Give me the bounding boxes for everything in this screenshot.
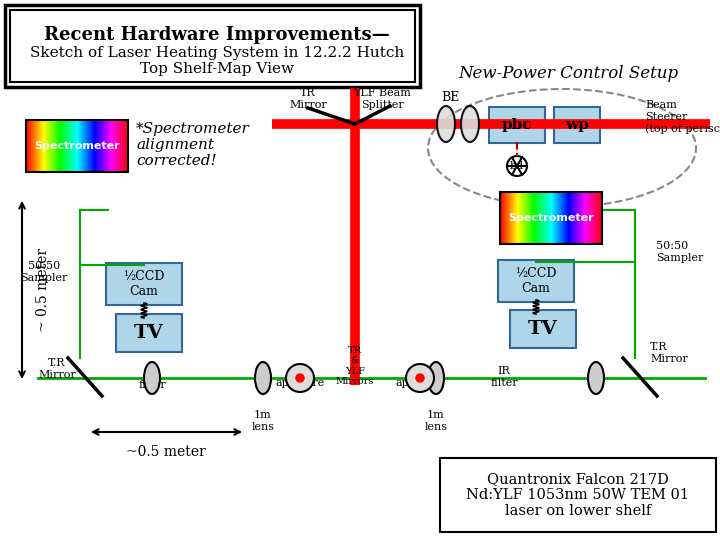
Text: New-Power Control Setup: New-Power Control Setup [458,65,678,82]
Ellipse shape [588,362,604,394]
FancyBboxPatch shape [106,263,182,305]
Text: Quantronix Falcon 217D
Nd:YLF 1053nm 50W TEM 01
laser on lower shelf: Quantronix Falcon 217D Nd:YLF 1053nm 50W… [467,472,690,518]
Text: iris
aperture: iris aperture [395,366,445,388]
Ellipse shape [144,362,160,394]
Circle shape [406,364,434,392]
Text: ~0.5 meter: ~0.5 meter [126,445,206,459]
Ellipse shape [255,362,271,394]
Text: T.R
Mirror: T.R Mirror [38,358,76,380]
Ellipse shape [428,362,444,394]
Circle shape [286,364,314,392]
Text: 50:50
Sampler: 50:50 Sampler [656,241,703,263]
Circle shape [416,374,424,382]
Text: ½CCD
Cam: ½CCD Cam [516,267,557,295]
FancyBboxPatch shape [5,5,420,87]
Text: TV: TV [528,320,558,338]
Text: 1m
lens: 1m lens [251,410,274,431]
FancyBboxPatch shape [498,260,574,302]
Text: pbc: pbc [502,118,532,132]
Text: Spectrometer: Spectrometer [34,141,120,151]
Text: Recent Hardware Improvements—: Recent Hardware Improvements— [44,26,390,44]
FancyBboxPatch shape [554,107,600,143]
Text: bd: bd [510,161,524,171]
Text: TR
&
YLF
Mirrors: TR & YLF Mirrors [336,346,374,386]
Text: 1m
lens: 1m lens [425,410,448,431]
FancyBboxPatch shape [489,107,545,143]
Ellipse shape [437,106,455,142]
Text: Beam
Steerer
(top of periscope): Beam Steerer (top of periscope) [645,100,720,134]
Text: wp: wp [565,118,589,132]
Text: iris
aperture: iris aperture [275,366,325,388]
FancyBboxPatch shape [10,10,415,82]
Text: Spectrometer: Spectrometer [508,213,594,223]
Text: TV: TV [134,324,164,342]
Text: ~ 0.5 meter: ~ 0.5 meter [36,248,50,332]
Text: *Spectrometer
alignment
corrected!: *Spectrometer alignment corrected! [136,122,250,168]
Circle shape [296,374,304,382]
Text: TR
Mirror: TR Mirror [289,88,327,110]
Text: IR
filter: IR filter [490,366,518,388]
Text: Sketch of Laser Heating System in 12.2.2 Hutch: Sketch of Laser Heating System in 12.2.2… [30,46,404,60]
FancyBboxPatch shape [510,310,576,348]
Text: Top Shelf-Map View: Top Shelf-Map View [140,62,294,76]
Text: YLF Beam
Splitter: YLF Beam Splitter [353,88,411,110]
FancyBboxPatch shape [440,458,716,532]
Text: T.R
Mirror: T.R Mirror [650,342,688,363]
Text: BE: BE [441,91,459,104]
Text: 50:50
Sampler: 50:50 Sampler [20,261,68,283]
FancyBboxPatch shape [116,314,182,352]
Text: ½CCD
Cam: ½CCD Cam [123,270,165,298]
Text: IR
filter: IR filter [138,368,166,389]
Ellipse shape [461,106,479,142]
